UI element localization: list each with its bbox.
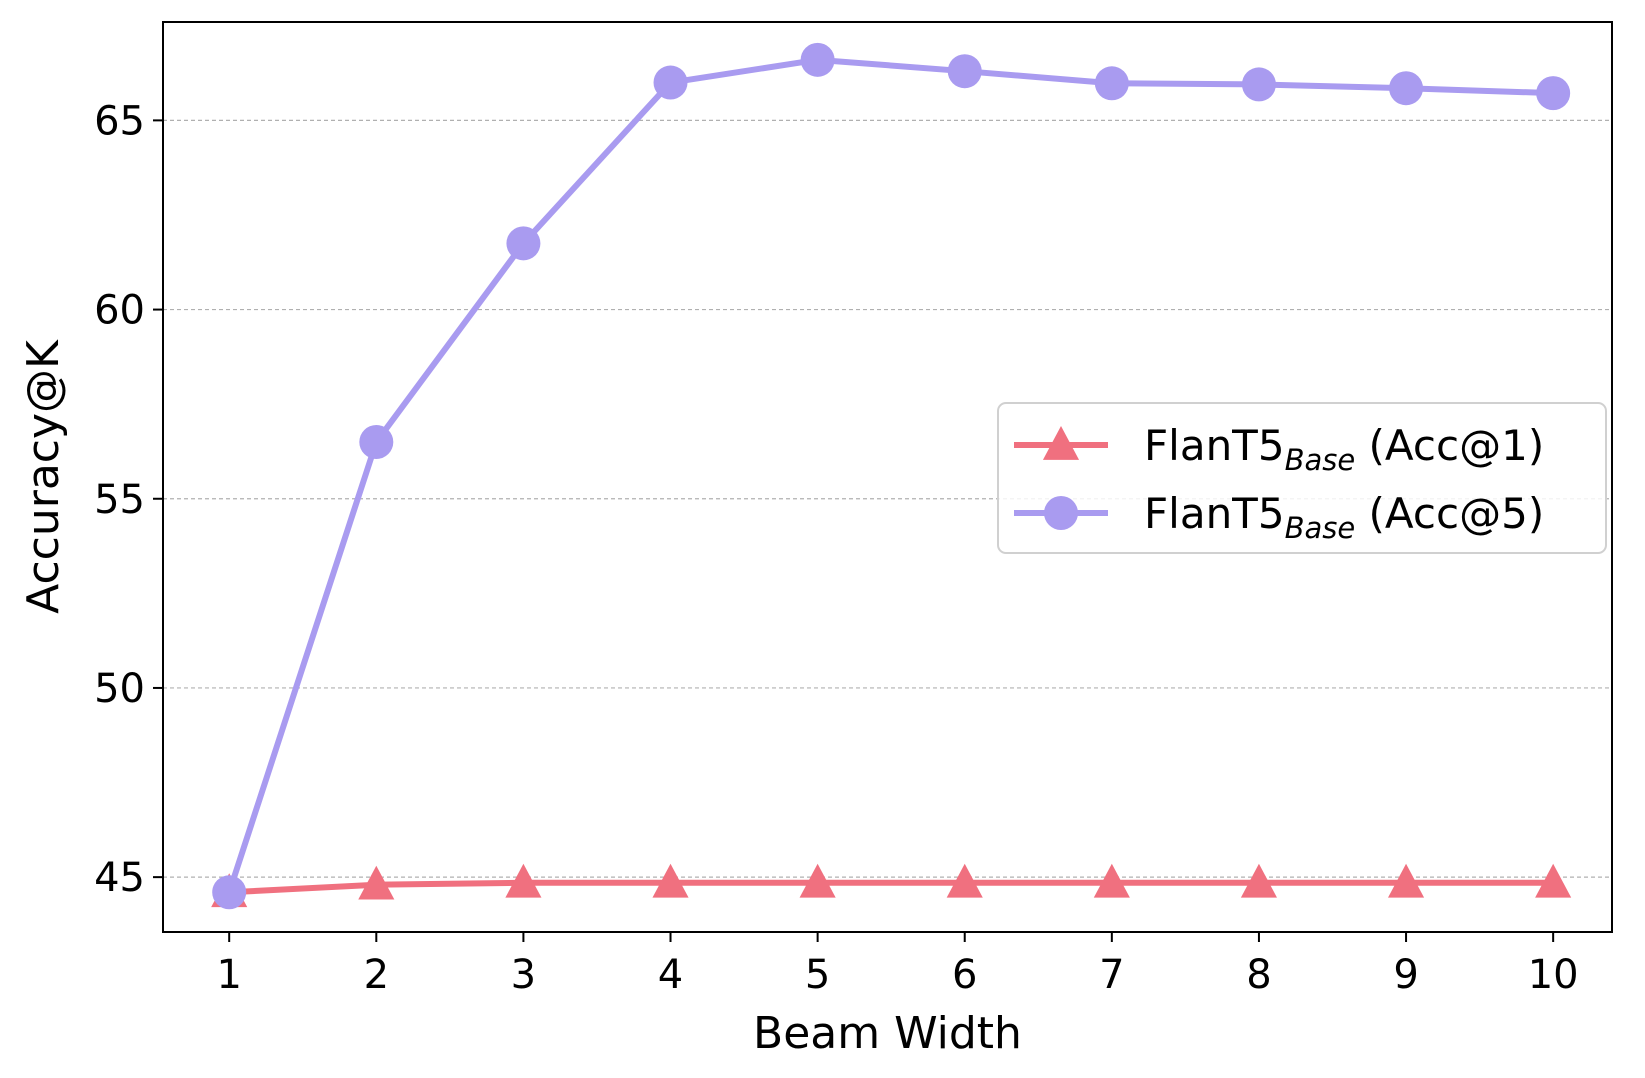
legend-box: [997, 402, 1607, 554]
legend-label-subscript: Base: [1285, 443, 1356, 477]
x-tick-label: 10: [1528, 952, 1579, 998]
x-tick-label: 1: [216, 952, 241, 998]
data-point: [946, 863, 983, 898]
series-2: [212, 42, 1571, 910]
x-tick-label: 5: [805, 952, 830, 998]
gridlines: [163, 119, 1612, 878]
x-axis-label: Beam Width: [753, 1008, 1022, 1059]
series-line: [226, 56, 1554, 894]
data-point: [505, 863, 542, 898]
legend-label-suffix: (Acc@1): [1355, 421, 1544, 470]
x-tick-label: 7: [1099, 952, 1124, 998]
data-point: [1241, 67, 1276, 102]
legend-item-1: FlanT5Base (Acc@1): [1014, 421, 1544, 477]
y-tick-label: 60: [94, 288, 145, 334]
data-point: [1389, 71, 1424, 106]
y-tick-label: 45: [94, 855, 145, 901]
legend-marker: [1044, 496, 1078, 530]
data-point: [652, 863, 689, 898]
data-point: [1093, 863, 1130, 898]
data-point: [359, 425, 394, 459]
x-tick-label: 2: [364, 952, 389, 998]
legend-label: FlanT5Base (Acc@1): [1144, 421, 1544, 477]
data-point: [799, 863, 836, 898]
x-axis: 1 2 3 4 5 6 7 8 9 10: [216, 932, 1579, 998]
legend-label-name: FlanT5: [1144, 489, 1285, 538]
y-axis: 45 50 55 60 65: [94, 98, 163, 901]
y-tick-label: 55: [94, 477, 145, 523]
data-point: [1388, 863, 1425, 898]
y-tick-label: 65: [94, 98, 145, 144]
data-point: [212, 875, 247, 910]
plot-frame: [162, 21, 1613, 933]
data-point: [653, 65, 688, 100]
legend: FlanT5Base (Acc@1)FlanT5Base (Acc@5): [997, 402, 1607, 554]
x-tick-label: 8: [1246, 952, 1271, 998]
legend-label-suffix: (Acc@5): [1355, 489, 1544, 538]
x-tick-label: 9: [1393, 952, 1418, 998]
data-point: [1094, 66, 1129, 101]
series-layer: [211, 42, 1572, 910]
y-axis-label: Accuracy@K: [18, 339, 69, 614]
series-1: [211, 863, 1572, 908]
legend-label-subscript: Base: [1285, 511, 1356, 545]
legend-marker: [1042, 426, 1080, 460]
x-tick-label: 6: [952, 952, 977, 998]
legend-item-2: FlanT5Base (Acc@5): [1014, 489, 1544, 545]
data-point: [1536, 76, 1571, 111]
x-tick-label: 3: [511, 952, 536, 998]
x-tick-label: 4: [658, 952, 683, 998]
data-point: [947, 54, 982, 89]
y-tick-label: 50: [94, 666, 145, 712]
data-point: [800, 42, 835, 77]
series-line: [229, 879, 1554, 896]
data-point: [506, 226, 541, 261]
legend-label: FlanT5Base (Acc@5): [1144, 489, 1544, 545]
legend-label-name: FlanT5: [1144, 421, 1285, 470]
data-point: [358, 865, 395, 900]
data-point: [1535, 863, 1572, 898]
data-point: [1240, 863, 1277, 898]
